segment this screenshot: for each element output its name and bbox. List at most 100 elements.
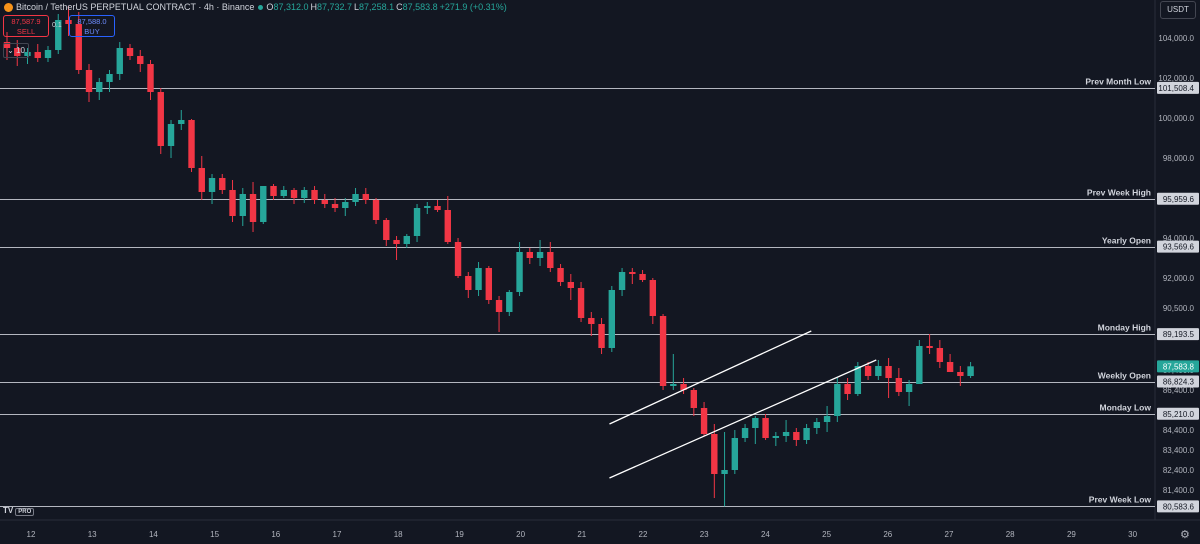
level-price-tag-text: 95,959.6 (1163, 195, 1195, 204)
channel-upper-line (609, 330, 812, 425)
candle-down (321, 200, 328, 204)
last-price-tag (1157, 360, 1199, 373)
price-tick-label: 83,400.0 (1163, 446, 1195, 455)
candle-up (618, 272, 626, 290)
level-price-tag (1157, 407, 1199, 420)
ohlc-low-value: 87,258.1 (359, 2, 395, 12)
candle-down (311, 190, 318, 200)
buy-button[interactable]: 87,588.0 BUY (69, 15, 115, 37)
candle-up (803, 428, 810, 440)
bitcoin-logo-icon (4, 3, 13, 13)
candle-down (895, 378, 903, 392)
candle-down (465, 276, 472, 290)
candle-down (198, 168, 205, 192)
volume-toggle-value: 10 (16, 46, 25, 55)
price-tick-label: 86,400.0 (1163, 386, 1195, 395)
candle-down (65, 20, 72, 24)
level-name: Prev Week High (1087, 188, 1151, 198)
candle-down (85, 70, 93, 92)
candle-up (670, 384, 677, 386)
candle-down (885, 366, 892, 378)
time-tick-label: 17 (333, 530, 342, 539)
candle-down (557, 268, 564, 282)
price-tick-label: 90,500.0 (1163, 304, 1195, 313)
candle-down (526, 252, 534, 258)
brand-logo-text: TV (3, 506, 14, 515)
candle-down (864, 366, 872, 376)
candle-up (752, 418, 759, 428)
price-tick-label: 94,000.0 (1163, 234, 1195, 243)
candle-down (290, 190, 298, 198)
level-name: Yearly Open (1102, 236, 1151, 246)
candle-down (700, 408, 708, 434)
candle-down (711, 434, 718, 474)
level-price-tag-text: 89,193.5 (1163, 330, 1195, 339)
candle-up (260, 186, 267, 222)
level-name: Monday Low (1100, 403, 1152, 413)
level-price-tag-text: 85,210.0 (1163, 410, 1195, 419)
candle-up (352, 194, 359, 202)
candle-up (475, 268, 482, 290)
time-tick-label: 15 (210, 530, 219, 539)
candle-down (762, 418, 769, 438)
price-tick-label: 92,000.0 (1163, 274, 1195, 283)
candle-up (301, 190, 308, 198)
time-tick-label: 19 (455, 530, 464, 539)
price-tick-label: 82,400.0 (1163, 466, 1195, 475)
candle-up (403, 236, 410, 244)
ohlc-close-key: C (396, 2, 403, 12)
candle-down (147, 64, 154, 92)
symbol-header[interactable]: Bitcoin / TetherUS PERPETUAL CONTRACT · … (0, 0, 509, 14)
candle-down (393, 240, 400, 244)
candle-up (208, 178, 216, 192)
level-price-tag-text: 80,583.6 (1163, 502, 1195, 511)
level-price-tag (1157, 375, 1199, 388)
tradingview-logo[interactable]: TV PRO (3, 506, 35, 516)
candle-up (106, 74, 113, 82)
level-price-tag (1157, 240, 1199, 253)
time-tick-label: 30 (1128, 530, 1137, 539)
ohlc-high-value: 87,732.7 (316, 2, 353, 12)
price-tick-label: 102,000.0 (1158, 74, 1194, 83)
symbol-title[interactable]: Bitcoin / TetherUS PERPETUAL CONTRACT · … (16, 2, 255, 12)
candle-up (342, 202, 349, 208)
candle-up (782, 432, 790, 436)
candle-down (372, 200, 380, 220)
candle-down (588, 318, 595, 324)
last-price-tag-text: 87,583.8 (1163, 362, 1195, 371)
candle-down (567, 282, 575, 288)
candle-down (270, 186, 277, 196)
candle-down (936, 348, 944, 362)
volume-toggle[interactable]: ⌄ 10 (3, 43, 29, 58)
time-tick-label: 16 (271, 530, 280, 539)
time-tick-label: 12 (27, 530, 36, 539)
candle-down (454, 242, 462, 276)
candle-up (96, 82, 103, 92)
time-tick-label: 13 (88, 530, 97, 539)
candle-up (116, 48, 123, 74)
time-tick-label: 18 (394, 530, 403, 539)
candle-up (721, 470, 728, 474)
sell-button[interactable]: 87,587.9 SELL (3, 15, 49, 37)
candle-up (834, 384, 841, 416)
price-tick-label: 100,000.0 (1158, 114, 1194, 123)
candle-down (3, 42, 11, 48)
candle-up (178, 120, 185, 124)
candle-down (649, 280, 657, 316)
currency-selector[interactable]: USDT (1160, 1, 1196, 19)
level-name: Monday High (1098, 323, 1151, 333)
level-name: Weekly Open (1098, 371, 1151, 381)
candle-up (239, 194, 246, 216)
candle-down (793, 432, 800, 440)
level-price-tag-text: 93,569.6 (1163, 243, 1195, 252)
ohlc-open-key: O (266, 2, 274, 12)
settings-gear-icon[interactable]: ⚙ (1180, 529, 1190, 541)
price-tick-label: 98,000.0 (1163, 154, 1195, 163)
candle-down (362, 194, 369, 200)
candle-down (946, 362, 954, 372)
time-tick-label: 23 (700, 530, 709, 539)
time-tick-label: 28 (1006, 530, 1015, 539)
candle-down (926, 346, 933, 348)
